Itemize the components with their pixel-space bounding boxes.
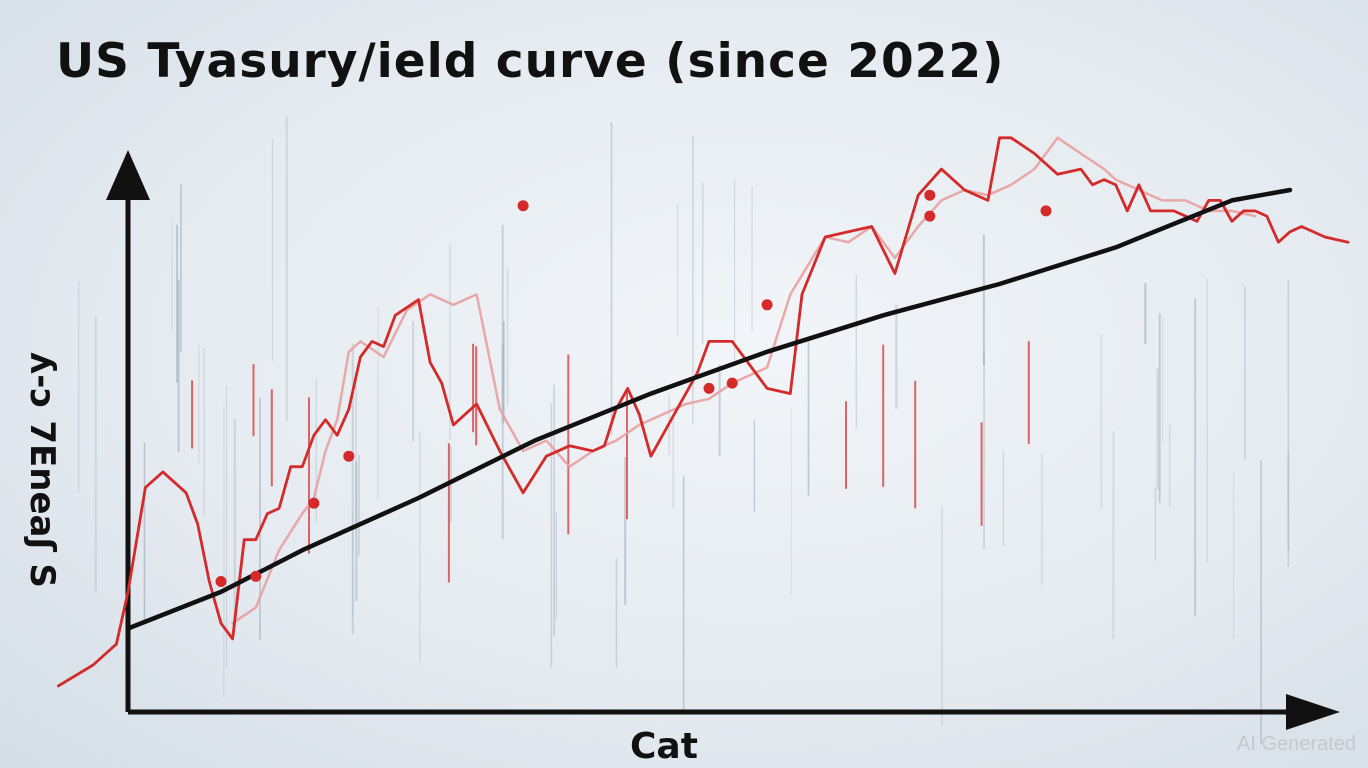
data-point [703, 382, 715, 394]
chart-title: US Tyasury/ield curve (since 2022) [56, 34, 1005, 89]
y-axis-label: ʎ-ɔ 7Eneaʃ S [22, 352, 62, 588]
data-point [250, 570, 262, 582]
data-point [761, 299, 773, 311]
data-point [308, 497, 320, 509]
series-layer [56, 136, 1350, 688]
x-axis-arrowhead [1286, 694, 1340, 730]
data-point [726, 377, 738, 389]
x-axis-label: Cat [630, 726, 698, 767]
y-axis-arrowhead [106, 150, 150, 200]
data-point [924, 210, 936, 222]
data-point [924, 189, 936, 201]
ghost-series-line [231, 136, 1257, 625]
trend-line [125, 187, 1293, 631]
data-point [1040, 205, 1052, 217]
axes [106, 150, 1340, 730]
watermark: AI Generated [1237, 733, 1356, 755]
red-series-line [56, 136, 1350, 688]
noise-lines [77, 116, 1290, 745]
data-point [517, 200, 529, 212]
data-point [215, 576, 227, 587]
data-point [343, 450, 355, 462]
